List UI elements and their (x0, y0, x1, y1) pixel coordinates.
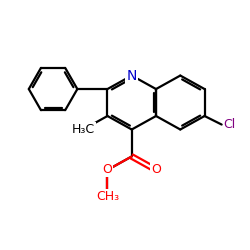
Text: CH₃: CH₃ (96, 190, 119, 203)
Text: H: H (75, 123, 82, 132)
Text: O: O (102, 164, 113, 176)
Text: Cl: Cl (223, 118, 235, 131)
Text: H: H (75, 123, 82, 132)
Text: N: N (126, 68, 137, 82)
Text: H: H (78, 123, 88, 136)
Text: O: O (151, 164, 161, 176)
Text: H₃C: H₃C (72, 123, 95, 136)
